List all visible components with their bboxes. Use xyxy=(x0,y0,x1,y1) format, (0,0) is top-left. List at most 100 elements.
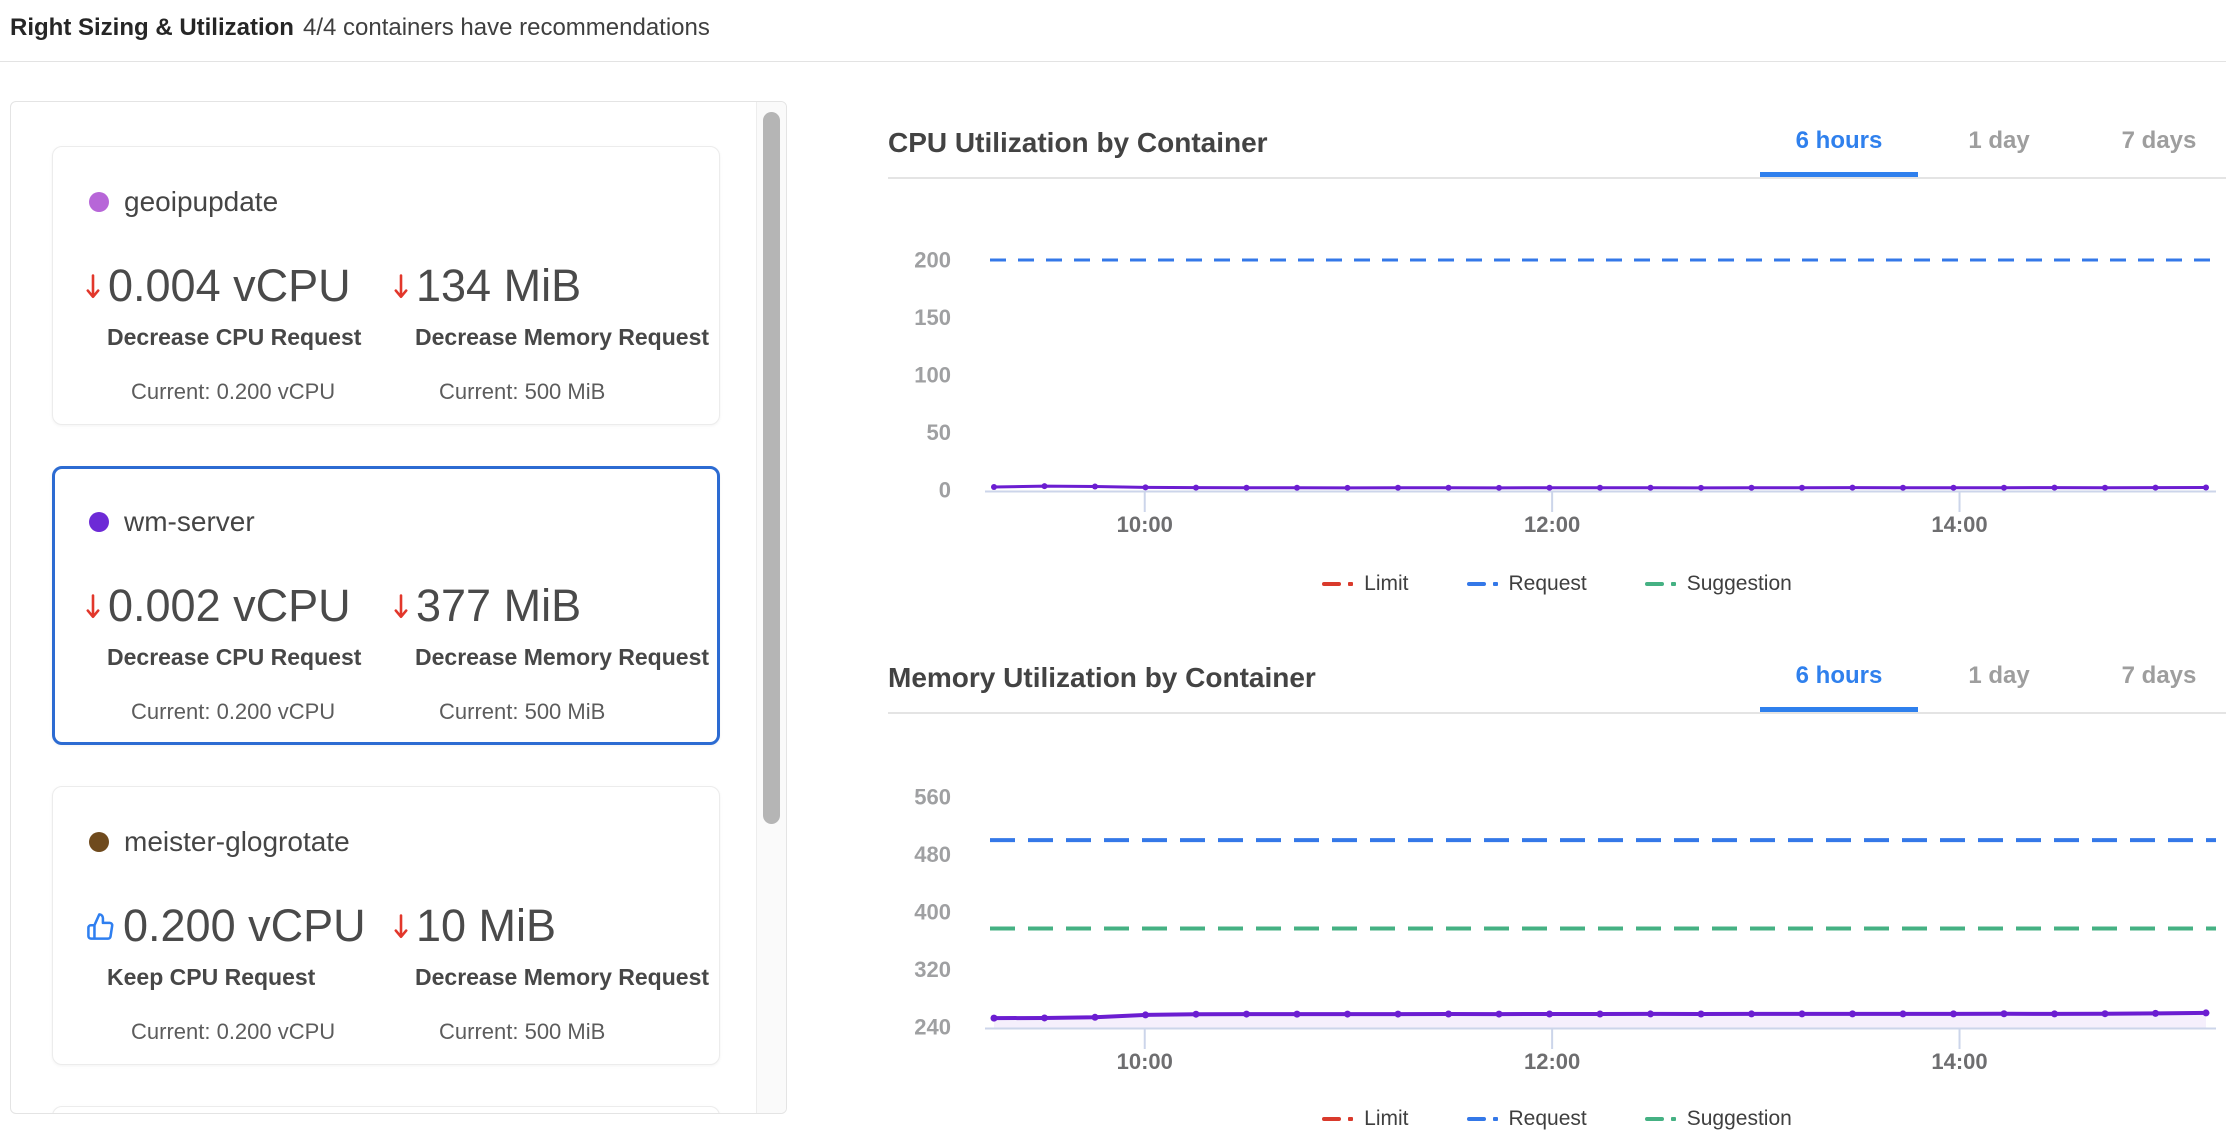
svg-text:12:00: 12:00 xyxy=(1524,1049,1580,1074)
cpu-rec-action: Keep CPU Request xyxy=(107,964,316,990)
limit-dot-icon xyxy=(1348,582,1354,586)
svg-text:14:00: 14:00 xyxy=(1931,512,1987,537)
arrow-down-icon xyxy=(394,593,408,618)
cpu-chart-header: CPU Utilization by Container 6 hours 1 d… xyxy=(888,120,2226,179)
container-name-row: wm-server xyxy=(89,503,697,541)
cpu-recommendation: 0.002 vCPU Decrease CPU Request Current:… xyxy=(86,580,415,725)
legend-label-limit: Limit xyxy=(1364,572,1409,595)
limit-dash-icon xyxy=(1322,582,1342,586)
cpu-rec-current: Current: 0.200 vCPU xyxy=(131,699,336,724)
request-line-swatch xyxy=(1466,1117,1498,1121)
suggestion-dot-icon xyxy=(1670,582,1676,586)
legend-item-suggestion: Suggestion xyxy=(1644,572,1792,596)
arrow-down-icon xyxy=(86,593,100,618)
memory-chart-title: Memory Utilization by Container xyxy=(888,662,1316,693)
memory-rec-current: Current: 500 MiB xyxy=(439,1019,606,1044)
legend-item-limit: Limit xyxy=(1322,1107,1409,1131)
cpu-rec-icon xyxy=(86,911,115,942)
cpu-rec-current: Current: 0.200 vCPU xyxy=(131,379,336,404)
svg-text:320: 320 xyxy=(914,957,951,982)
tab-7-days[interactable]: 7 days xyxy=(2121,127,2197,154)
memory-chart-range-tabs: 6 hours 1 day 7 days xyxy=(1759,655,2226,712)
limit-dash-icon xyxy=(1322,1117,1342,1121)
memory-rec-icon xyxy=(394,913,408,940)
memory-utilization-chart-section: Memory Utilization by Container 6 hours … xyxy=(888,655,2226,1131)
arrow-down-icon xyxy=(86,273,100,298)
cpu-rec-icon xyxy=(86,273,100,300)
recommendation-card[interactable]: meister-glogrotate 0.200 vCPU Keep CPU R… xyxy=(52,786,720,1065)
scrollbar-track[interactable] xyxy=(756,102,786,1113)
memory-rec-action: Decrease Memory Request xyxy=(415,644,710,670)
limit-line-swatch xyxy=(1322,582,1354,586)
memory-rec-action: Decrease Memory Request xyxy=(415,324,710,350)
recommendation-card[interactable]: geoipupdate 0.004 vCPU Decrease CPU Requ… xyxy=(52,146,720,425)
legend-item-limit: Limit xyxy=(1322,572,1409,596)
tab-6-hours[interactable]: 6 hours xyxy=(1759,120,1919,177)
legend-item-suggestion: Suggestion xyxy=(1644,1107,1792,1131)
container-name-row: meister-glogrotate xyxy=(89,823,699,861)
suggestion-dash-icon xyxy=(1644,1117,1664,1121)
container-name: geoipupdate xyxy=(124,186,279,217)
legend-item-request: Request xyxy=(1466,1107,1587,1131)
memory-rec-value: 10 MiB xyxy=(416,900,557,951)
recommendation-columns: 0.200 vCPU Keep CPU Request Current: 0.2… xyxy=(87,900,709,1045)
cpu-rec-value: 0.002 vCPU xyxy=(108,580,351,631)
request-line-swatch xyxy=(1466,582,1498,586)
page-header: Right Sizing & Utilization 4/4 container… xyxy=(10,14,710,42)
container-list-panel: geoipupdate 0.004 vCPU Decrease CPU Requ… xyxy=(10,101,787,1114)
request-dash-icon xyxy=(1466,582,1486,586)
recommendation-columns: 0.004 vCPU Decrease CPU Request Current:… xyxy=(86,260,709,405)
memory-chart-header: Memory Utilization by Container 6 hours … xyxy=(888,655,2226,714)
cpu-recommendation: 0.200 vCPU Keep CPU Request Current: 0.2… xyxy=(87,900,415,1045)
legend-label-limit: Limit xyxy=(1364,1107,1409,1130)
memory-rec-action: Decrease Memory Request xyxy=(415,964,710,990)
arrow-down-icon xyxy=(394,273,408,298)
memory-rec-value: 377 MiB xyxy=(416,580,582,631)
suggestion-dot-icon xyxy=(1670,1117,1676,1121)
svg-text:0: 0 xyxy=(939,478,951,503)
limit-line-swatch xyxy=(1322,1117,1354,1121)
cpu-rec-value: 0.200 vCPU xyxy=(123,900,366,951)
tab-1-day[interactable]: 1 day xyxy=(1968,127,2030,154)
memory-recommendation: 10 MiB Decrease Memory Request Current: … xyxy=(394,900,710,1045)
cpu-chart-range-tabs: 6 hours 1 day 7 days xyxy=(1759,120,2226,177)
memory-recommendation: 377 MiB Decrease Memory Request Current:… xyxy=(394,580,710,725)
recommendation-card[interactable]: wm-server 0.002 vCPU Decrease CPU Reques… xyxy=(52,466,720,745)
container-color-dot xyxy=(89,832,109,852)
tab-6-hours[interactable]: 6 hours xyxy=(1759,655,1919,712)
memory-rec-value-row: 134 MiB xyxy=(394,262,581,310)
svg-text:50: 50 xyxy=(927,420,951,445)
svg-text:560: 560 xyxy=(914,785,951,810)
request-dash-icon xyxy=(1466,1117,1486,1121)
tab-1-day[interactable]: 1 day xyxy=(1968,662,2030,689)
page-subtitle: 4/4 containers have recommendations xyxy=(302,14,710,41)
container-color-dot xyxy=(89,512,109,532)
container-color-dot xyxy=(89,192,109,212)
thumbs-up-icon xyxy=(87,912,114,940)
recommendation-card-partial[interactable] xyxy=(52,1106,720,1113)
memory-rec-icon xyxy=(394,273,408,300)
memory-utilization-plot: 240 320 400 480 560 10:00 12:00 14:00 xyxy=(914,785,2216,1074)
svg-text:12:00: 12:00 xyxy=(1524,512,1580,537)
svg-text:400: 400 xyxy=(914,900,951,925)
memory-rec-icon xyxy=(394,593,408,620)
container-cards-list: geoipupdate 0.004 vCPU Decrease CPU Requ… xyxy=(11,102,756,1113)
legend-label-request: Request xyxy=(1508,572,1587,595)
memory-rec-current: Current: 500 MiB xyxy=(439,379,606,404)
cpu-rec-value: 0.004 vCPU xyxy=(108,260,351,311)
svg-text:14:00: 14:00 xyxy=(1931,1049,1987,1074)
page-title: Right Sizing & Utilization xyxy=(10,14,294,41)
cpu-utilization-chart-section: CPU Utilization by Container 6 hours 1 d… xyxy=(888,120,2226,596)
cpu-chart-legend: Limit Request Suggestion xyxy=(888,572,2226,596)
legend-label-suggestion: Suggestion xyxy=(1686,1107,1792,1130)
memory-rec-value: 134 MiB xyxy=(416,260,582,311)
scrollbar-thumb[interactable] xyxy=(763,112,780,824)
memory-recommendation: 134 MiB Decrease Memory Request Current:… xyxy=(394,262,710,405)
request-dot-icon xyxy=(1492,1117,1498,1121)
tab-7-days[interactable]: 7 days xyxy=(2121,662,2197,689)
limit-dot-icon xyxy=(1348,1117,1354,1121)
svg-text:100: 100 xyxy=(914,363,951,388)
svg-text:150: 150 xyxy=(914,305,951,330)
svg-text:240: 240 xyxy=(914,1015,951,1040)
container-name: wm-server xyxy=(124,506,255,537)
